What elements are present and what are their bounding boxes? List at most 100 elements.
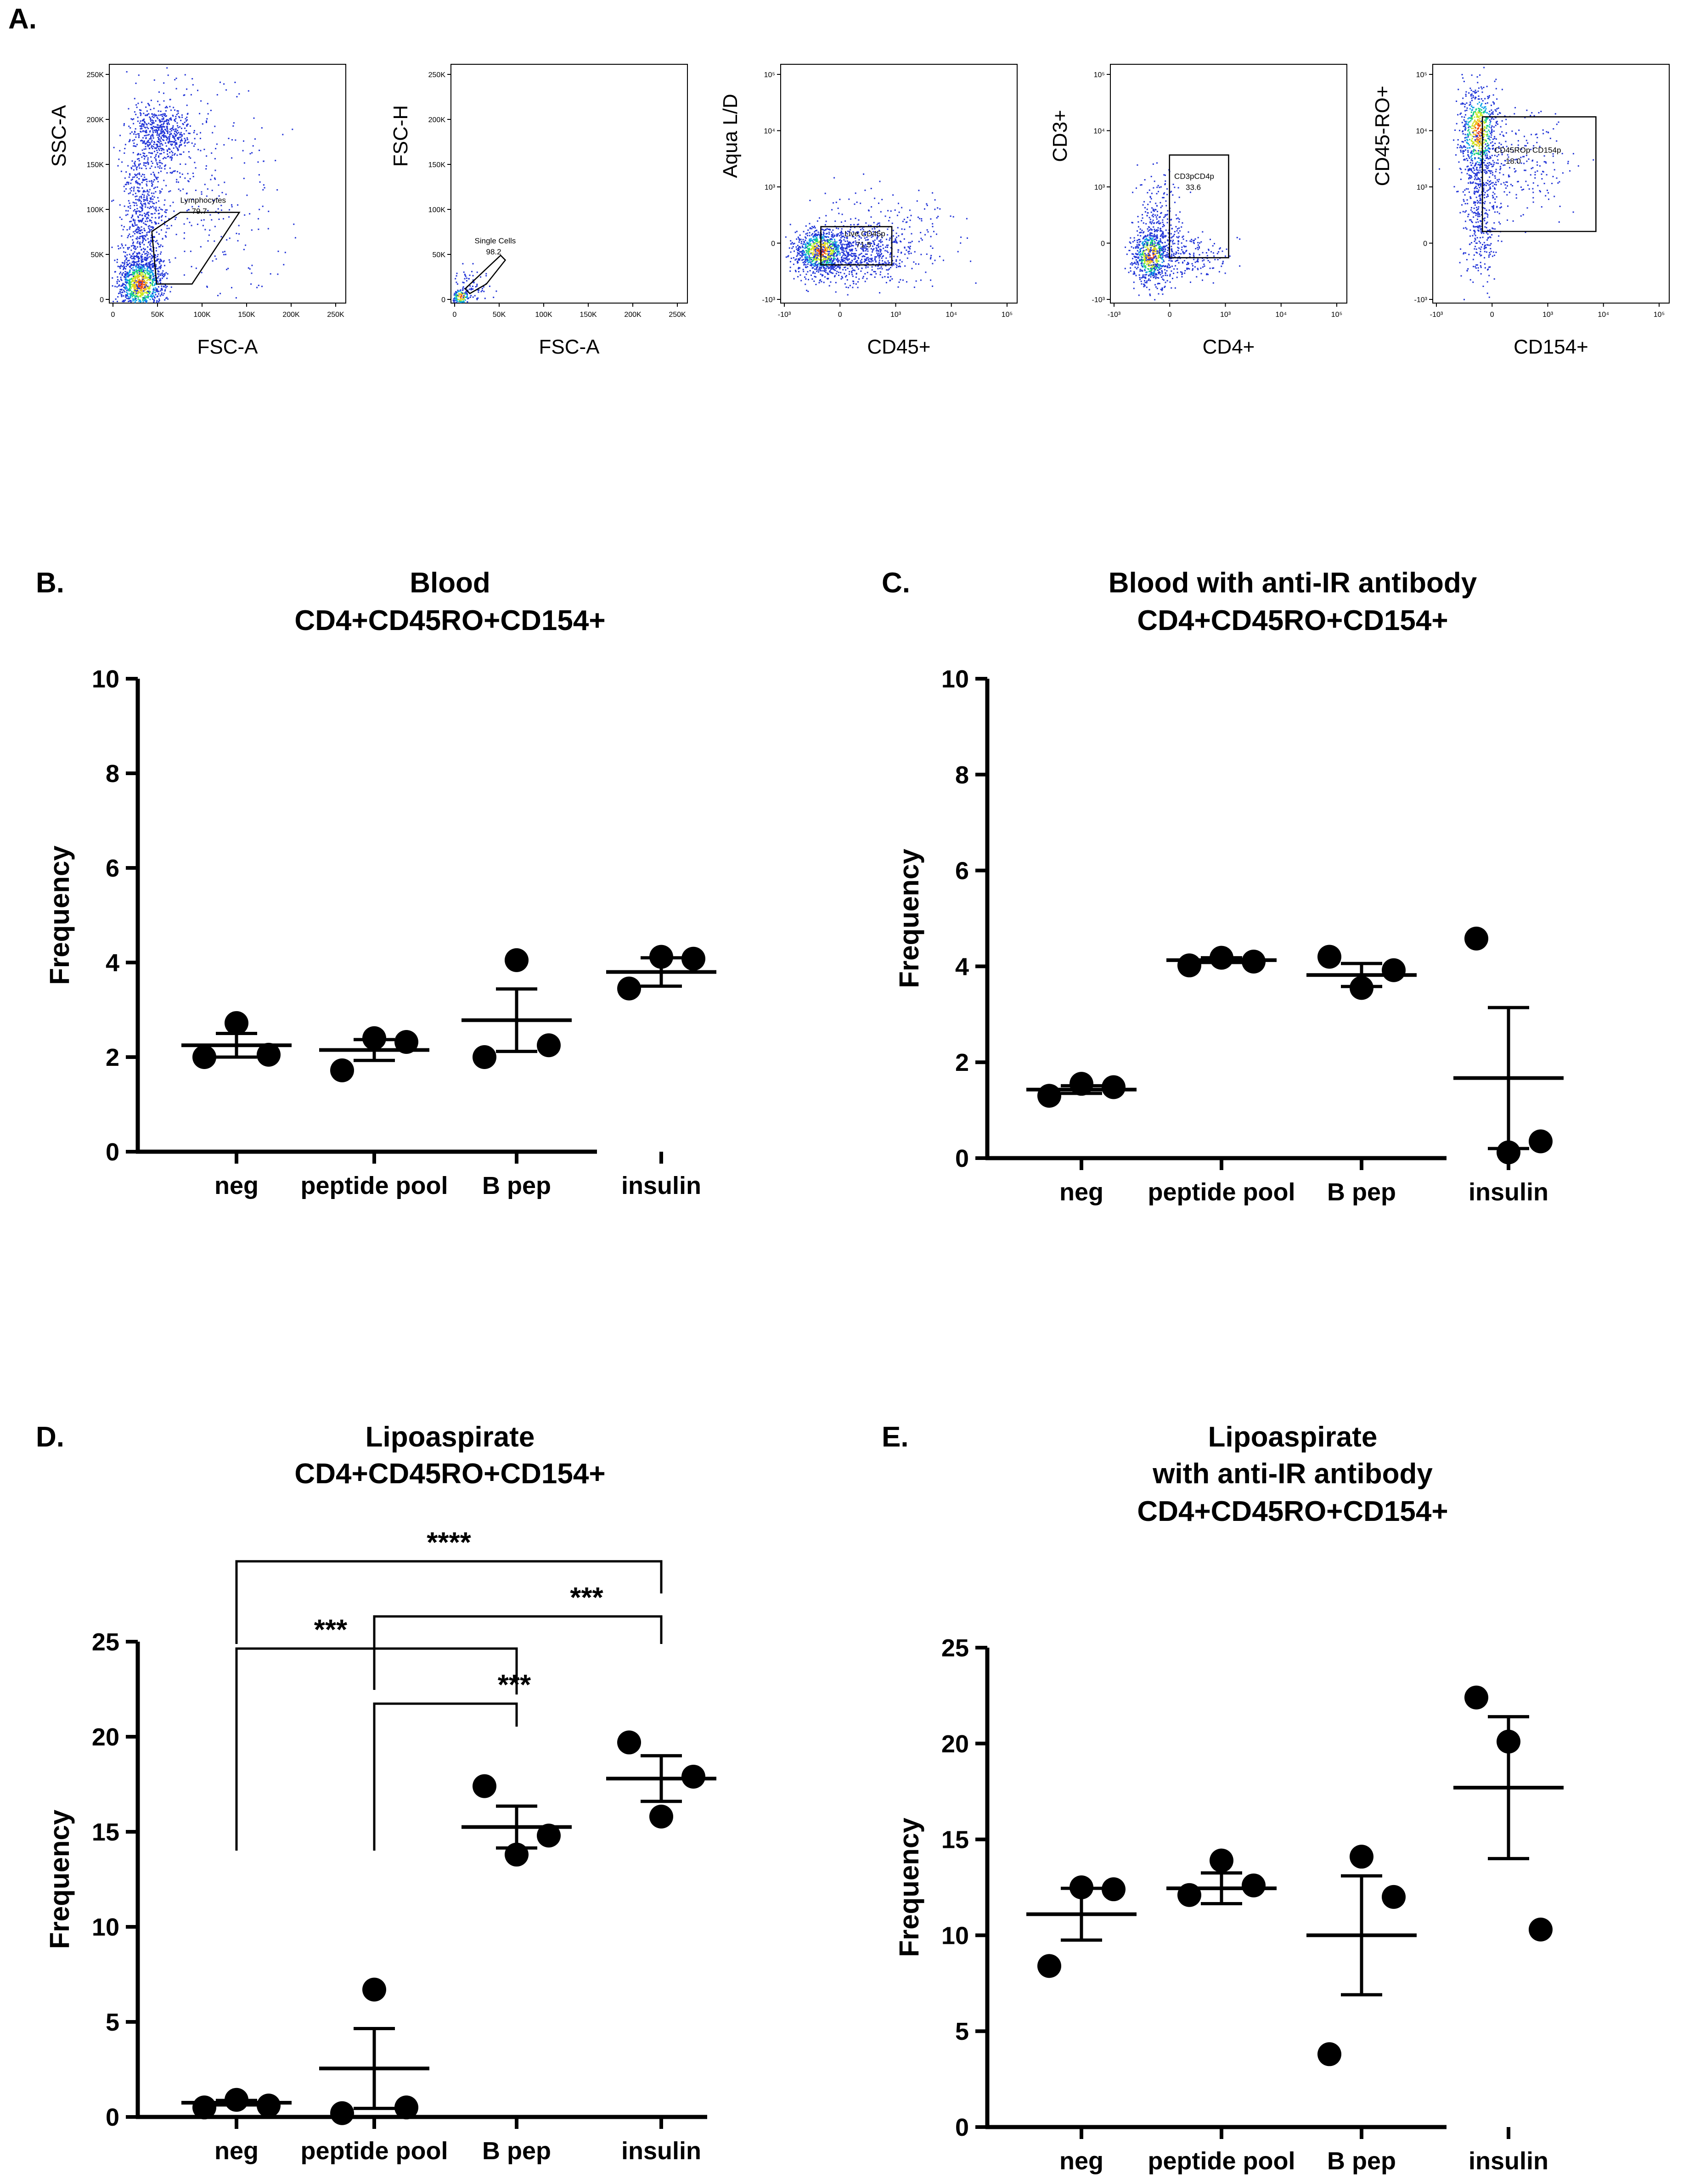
event-dot [151, 217, 153, 219]
event-dot [155, 287, 157, 289]
event-dot [224, 181, 225, 183]
event-dot [210, 110, 212, 111]
event-dot [135, 280, 137, 281]
event-dot [960, 236, 962, 238]
event-dot [145, 127, 146, 129]
event-dot [152, 298, 153, 300]
event-dot [158, 114, 160, 116]
event-dot [892, 235, 894, 237]
event-dot [1154, 271, 1155, 273]
event-dot [1176, 268, 1178, 270]
event-dot [1207, 260, 1209, 261]
event-dot [825, 236, 827, 238]
event-dot [898, 203, 899, 204]
event-dot [817, 269, 819, 271]
event-dot [1164, 246, 1165, 248]
event-dot [293, 223, 295, 225]
event-dot [171, 172, 173, 174]
event-dot [153, 280, 155, 281]
event-dot [1197, 269, 1199, 270]
event-dot [179, 134, 181, 135]
event-dot [119, 247, 121, 249]
event-dot [1137, 216, 1139, 218]
event-dot [138, 178, 140, 180]
event-dot [851, 270, 853, 272]
event-dot [144, 258, 146, 260]
event-dot [173, 170, 174, 172]
event-dot [809, 235, 811, 236]
event-dot [143, 277, 145, 279]
event-dot [120, 294, 122, 296]
event-dot [145, 283, 146, 285]
event-dot [805, 239, 806, 241]
event-dot [125, 171, 127, 173]
event-dot [833, 266, 835, 268]
event-dot [164, 113, 166, 115]
event-dot [152, 130, 154, 132]
event-dot [812, 233, 813, 235]
event-dot [155, 250, 157, 252]
event-dot [160, 138, 162, 140]
event-dot [810, 261, 812, 263]
event-dot [821, 263, 823, 265]
event-dot [836, 248, 838, 250]
event-dot [139, 265, 141, 267]
event-dot [152, 116, 153, 118]
event-dot [121, 292, 123, 293]
event-dot [861, 242, 863, 243]
event-dot [143, 299, 145, 301]
event-dot [894, 209, 896, 211]
event-dot [160, 290, 162, 292]
event-dot [1137, 247, 1139, 249]
event-dot [284, 252, 286, 253]
event-dot [809, 239, 811, 241]
event-dot [930, 245, 932, 247]
y-tick-label: 50K [91, 251, 104, 259]
event-dot [220, 293, 221, 294]
event-dot [122, 300, 124, 302]
event-dot [144, 158, 145, 160]
event-dot [152, 293, 153, 294]
event-dot [142, 191, 144, 193]
event-dot [813, 265, 815, 267]
event-dot [151, 122, 153, 124]
event-dot [155, 129, 157, 131]
event-dot [134, 220, 136, 221]
event-dot [831, 243, 833, 245]
event-dot [801, 259, 803, 261]
event-dot [852, 255, 854, 257]
event-dot [470, 289, 472, 291]
event-dot [908, 253, 910, 254]
event-dot [1160, 212, 1162, 214]
event-dot [190, 157, 191, 159]
event-dot [837, 235, 839, 236]
event-dot [153, 113, 155, 115]
event-dot [146, 220, 148, 222]
event-dot [874, 256, 876, 258]
event-dot [821, 270, 823, 272]
event-dot [1151, 235, 1153, 236]
event-dot [816, 240, 818, 242]
event-dot [137, 181, 139, 183]
event-dot [1137, 239, 1139, 241]
event-dot [821, 243, 822, 245]
event-dot [145, 273, 146, 275]
event-dot [136, 144, 138, 146]
event-dot [149, 244, 151, 246]
event-dot [1143, 231, 1145, 233]
event-dot [152, 198, 154, 200]
event-dot [480, 276, 482, 278]
event-dot [1161, 248, 1163, 250]
event-dot [823, 239, 825, 241]
event-dot [129, 133, 131, 135]
event-dot [811, 278, 813, 280]
event-dot [142, 276, 144, 277]
event-dot [119, 289, 121, 291]
event-dot [1160, 250, 1162, 251]
event-dot [1142, 204, 1144, 206]
event-dot [1192, 269, 1193, 271]
event-dot [839, 198, 841, 200]
event-dot [841, 235, 843, 237]
event-dot [149, 277, 151, 279]
event-dot [810, 257, 811, 259]
